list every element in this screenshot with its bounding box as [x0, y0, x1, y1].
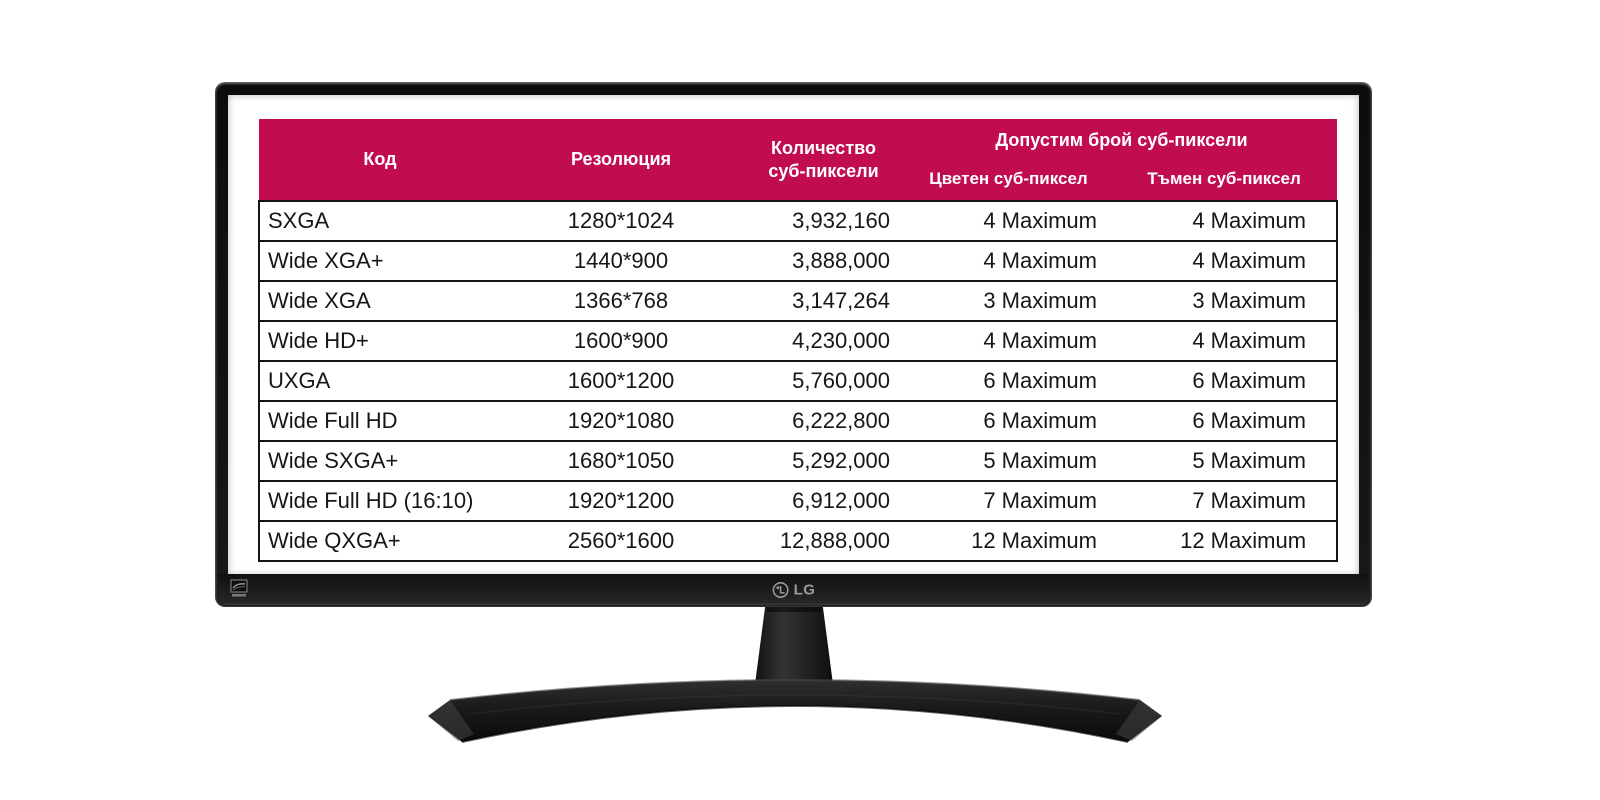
- table-row: Wide XGA+ 1440*900 3,888,000 4 Maximum 4…: [258, 240, 1339, 282]
- cell-resolution: 1280*1024: [501, 200, 741, 242]
- cell-code: SXGA: [258, 200, 501, 242]
- table-row: Wide SXGA+ 1680*1050 5,292,000 5 Maximum…: [258, 440, 1339, 482]
- column-header-dark-subpixel: Тъмен суб-пиксел: [1111, 161, 1338, 201]
- cell-subpixel-count: 5,760,000: [741, 360, 906, 402]
- cell-subpixel-count: 6,912,000: [741, 480, 906, 522]
- cell-colored-max: 7 Maximum: [906, 480, 1111, 522]
- cell-code: Wide Full HD: [258, 400, 501, 442]
- cell-colored-max: 4 Maximum: [906, 320, 1111, 362]
- monitor-chin: LG: [218, 574, 1369, 605]
- column-header-code: Код: [259, 119, 501, 201]
- cell-resolution: 1366*768: [501, 280, 741, 322]
- cell-dark-max: 12 Maximum: [1111, 520, 1339, 562]
- cell-dark-max: 4 Maximum: [1111, 200, 1339, 242]
- cell-code: Wide SXGA+: [258, 440, 501, 482]
- cell-resolution: 1600*900: [501, 320, 741, 362]
- table-row: Wide QXGA+ 2560*1600 12,888,000 12 Maxim…: [258, 520, 1339, 562]
- cell-colored-max: 12 Maximum: [906, 520, 1111, 562]
- cell-subpixel-count: 12,888,000: [741, 520, 906, 562]
- cell-code: Wide Full HD (16:10): [258, 480, 501, 522]
- cell-subpixel-count: 3,147,264: [741, 280, 906, 322]
- cell-dark-max: 7 Maximum: [1111, 480, 1339, 522]
- cell-dark-max: 4 Maximum: [1111, 240, 1339, 282]
- cell-resolution: 1920*1080: [501, 400, 741, 442]
- column-header-colored-subpixel: Цветен суб-пиксел: [906, 161, 1111, 201]
- table-row: Wide Full HD 1920*1080 6,222,800 6 Maxim…: [258, 400, 1339, 442]
- cell-code: Wide XGA: [258, 280, 501, 322]
- table-header: Код Резолюция Количество суб-пиксели Доп…: [259, 119, 1338, 201]
- cell-resolution: 2560*1600: [501, 520, 741, 562]
- cell-resolution: 1680*1050: [501, 440, 741, 482]
- cell-subpixel-count: 3,932,160: [741, 200, 906, 242]
- table-row: SXGA 1280*1024 3,932,160 4 Maximum 4 Max…: [258, 200, 1339, 242]
- cell-subpixel-count: 6,222,800: [741, 400, 906, 442]
- table-row: Wide XGA 1366*768 3,147,264 3 Maximum 3 …: [258, 280, 1339, 322]
- cell-resolution: 1600*1200: [501, 360, 741, 402]
- table-row: Wide HD+ 1600*900 4,230,000 4 Maximum 4 …: [258, 320, 1339, 362]
- ultrawide-energy-badge-icon: [230, 579, 248, 597]
- cell-dark-max: 6 Maximum: [1111, 360, 1339, 402]
- lg-circle-logo-icon: [772, 581, 789, 598]
- cell-colored-max: 5 Maximum: [906, 440, 1111, 482]
- cell-colored-max: 6 Maximum: [906, 360, 1111, 402]
- subpixel-spec-table: Код Резолюция Количество суб-пиксели Доп…: [258, 119, 1339, 562]
- stand-neck: [754, 600, 834, 692]
- cell-code: Wide XGA+: [258, 240, 501, 282]
- cell-code: UXGA: [258, 360, 501, 402]
- monitor-screen: Код Резолюция Количество суб-пиксели Доп…: [228, 95, 1359, 575]
- cell-resolution: 1440*900: [501, 240, 741, 282]
- cell-subpixel-count: 5,292,000: [741, 440, 906, 482]
- cell-colored-max: 4 Maximum: [906, 240, 1111, 282]
- cell-colored-max: 4 Maximum: [906, 200, 1111, 242]
- cell-colored-max: 6 Maximum: [906, 400, 1111, 442]
- cell-code: Wide HD+: [258, 320, 501, 362]
- cell-subpixel-count: 3,888,000: [741, 240, 906, 282]
- stand-base: [428, 679, 1162, 743]
- cell-colored-max: 3 Maximum: [906, 280, 1111, 322]
- monitor-bezel: Код Резолюция Количество суб-пиксели Доп…: [215, 82, 1372, 607]
- column-header-resolution: Резолюция: [501, 119, 741, 201]
- table-row: Wide Full HD (16:10) 1920*1200 6,912,000…: [258, 480, 1339, 522]
- lg-brand-label: LG: [793, 581, 816, 598]
- cell-dark-max: 6 Maximum: [1111, 400, 1339, 442]
- lg-logo: LG: [772, 581, 816, 598]
- cell-dark-max: 4 Maximum: [1111, 320, 1339, 362]
- column-group-header-allowed-subpixels: Допустим брой суб-пиксели: [906, 119, 1338, 161]
- table-body: SXGA 1280*1024 3,932,160 4 Maximum 4 Max…: [258, 200, 1339, 562]
- cell-resolution: 1920*1200: [501, 480, 741, 522]
- cell-subpixel-count: 4,230,000: [741, 320, 906, 362]
- table-row: UXGA 1600*1200 5,760,000 6 Maximum 6 Max…: [258, 360, 1339, 402]
- cell-code: Wide QXGA+: [258, 520, 501, 562]
- cell-dark-max: 5 Maximum: [1111, 440, 1339, 482]
- column-header-subpixel-count: Количество суб-пиксели: [741, 119, 906, 201]
- cell-dark-max: 3 Maximum: [1111, 280, 1339, 322]
